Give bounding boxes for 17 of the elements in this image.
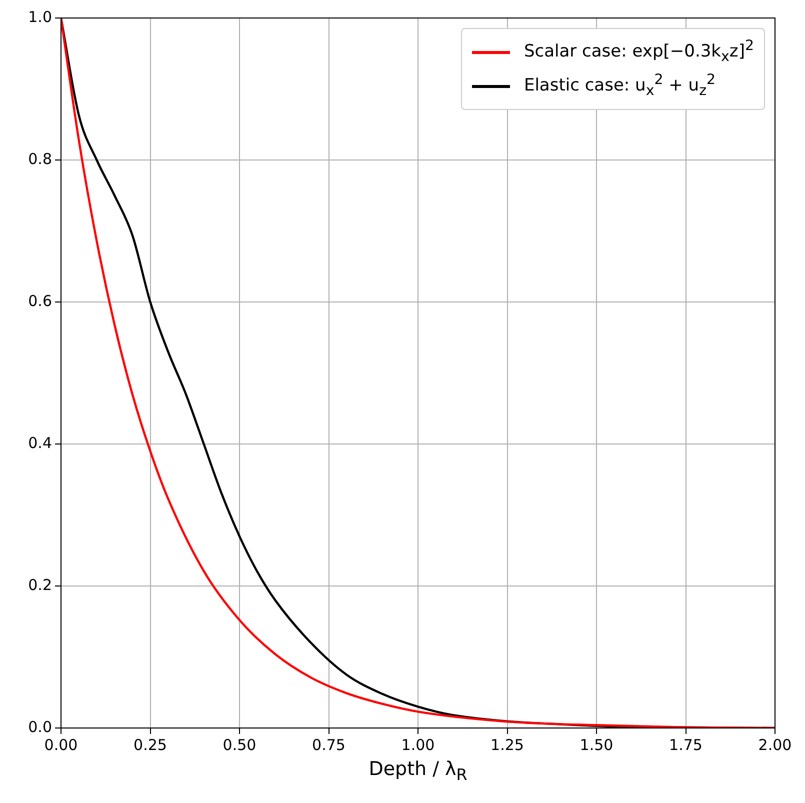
x-tick-label: 2.00 bbox=[758, 736, 792, 754]
y-tick-label: 0.4 bbox=[28, 434, 52, 452]
x-tick-label: 1.50 bbox=[580, 736, 614, 754]
x-axis-title: Depth / λ$_{R}$ bbox=[368, 758, 468, 784]
y-tick-label: 0.8 bbox=[28, 150, 52, 168]
legend-label: Scalar case: exp[−0.3k$_{x}$z]$^{2}$ bbox=[524, 38, 754, 66]
x-tick-label: 1.75 bbox=[669, 736, 702, 754]
x-tick-label: 0.00 bbox=[44, 736, 78, 754]
x-tick-label: 1.00 bbox=[401, 736, 435, 754]
y-tick-label: 0.0 bbox=[28, 718, 52, 736]
y-tick-label: 1.0 bbox=[28, 8, 52, 26]
y-tick-label: 0.6 bbox=[28, 292, 52, 310]
y-tick-label: 0.2 bbox=[28, 576, 52, 594]
x-tick-label: 0.75 bbox=[312, 736, 346, 754]
x-tick-label: 0.25 bbox=[134, 736, 167, 754]
x-tick-label: 1.25 bbox=[490, 736, 524, 754]
x-tick-label: 0.50 bbox=[222, 736, 256, 754]
